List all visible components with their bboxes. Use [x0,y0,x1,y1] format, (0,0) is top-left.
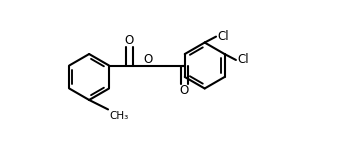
Text: O: O [125,34,134,47]
Text: Cl: Cl [237,53,249,67]
Text: O: O [143,53,152,65]
Text: O: O [180,84,189,97]
Text: CH₃: CH₃ [109,111,129,121]
Text: Cl: Cl [217,30,229,43]
